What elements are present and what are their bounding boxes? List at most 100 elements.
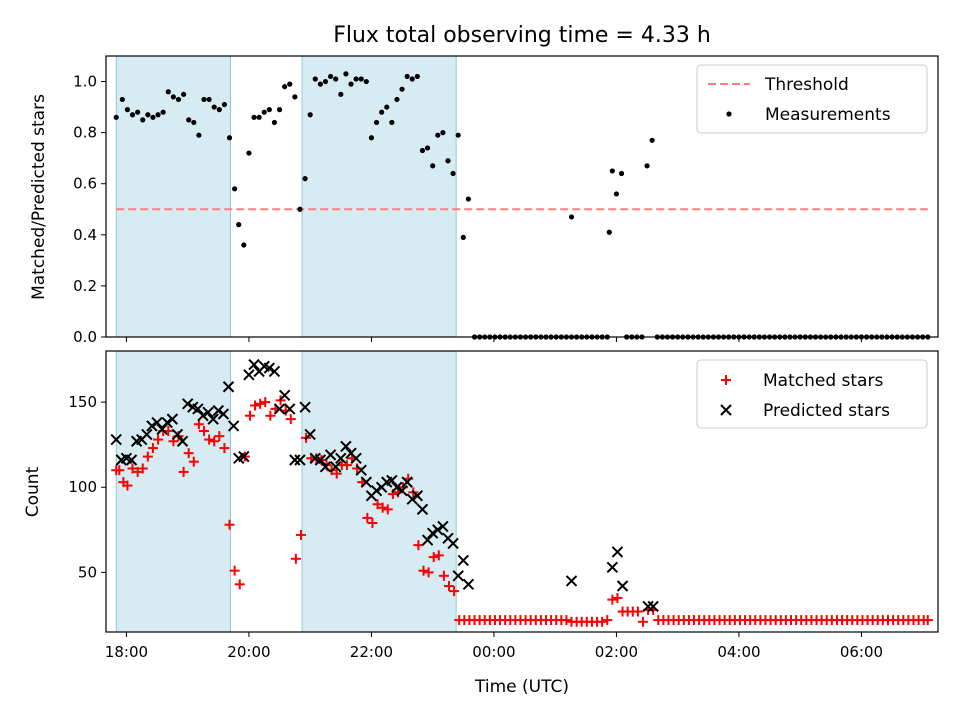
measurement-point	[119, 96, 125, 103]
matched-star-point	[114, 465, 125, 476]
predicted-star-point	[447, 537, 459, 550]
chart-title: Flux total observing time = 4.33 h	[333, 23, 711, 48]
top-y-axis-label: Matched/Predicted stars	[29, 94, 49, 300]
measurement-point	[160, 109, 166, 115]
measurement-point	[445, 158, 451, 164]
measurement-point	[618, 170, 625, 177]
legend-measurements-swatch	[726, 111, 732, 117]
predicted-star-point	[421, 534, 434, 546]
measurement-point	[414, 73, 420, 80]
predicted-star-point	[437, 520, 449, 533]
measurement-point	[232, 186, 238, 192]
measurement-point	[455, 132, 461, 138]
bottom-y-ticks: 50 100 150	[68, 393, 106, 581]
predicted-star-point	[406, 493, 418, 505]
predicted-star-point	[278, 389, 291, 401]
predicted-star-point	[391, 481, 403, 493]
predicted-star-point	[401, 476, 413, 488]
predicted-star-point	[314, 454, 327, 466]
matched-star-point	[285, 414, 296, 425]
matched-star-point	[428, 552, 439, 563]
matched-star-point	[214, 431, 225, 442]
measurement-point	[644, 163, 650, 169]
measurement-point	[327, 73, 334, 80]
matched-star-point	[219, 443, 230, 454]
matched-star-point	[418, 565, 429, 576]
measurement-point	[135, 109, 141, 115]
bottom-x-ticks: 18:00 20:00 22:00 00:00 02:00 04:00 06:00	[105, 632, 883, 661]
legend-threshold-label: Threshold	[764, 75, 849, 95]
top-y-tick-label: 0.0	[73, 328, 97, 346]
predicted-star-point	[284, 403, 296, 415]
predicted-star-point	[452, 570, 464, 582]
legend-matched-label: Matched stars	[763, 371, 883, 391]
predicted-stars-points	[110, 358, 659, 613]
predicted-star-point	[243, 369, 255, 381]
measurement-point	[175, 96, 182, 103]
top-shaded-intervals	[115, 55, 457, 338]
measurement-point	[384, 104, 390, 110]
measurement-point	[246, 150, 252, 156]
measurement-point	[256, 114, 262, 120]
predicted-star-point	[263, 362, 276, 374]
predicted-star-point	[146, 420, 158, 432]
measurement-point	[312, 76, 318, 82]
bottom-legend-box	[696, 359, 928, 429]
predicted-star-point	[432, 524, 444, 536]
matched-star-point	[153, 434, 164, 445]
matched-star-point	[602, 615, 613, 626]
measurement-point	[124, 107, 131, 113]
predicted-star-point	[426, 527, 439, 539]
measurement-point	[251, 114, 257, 120]
predicted-star-point	[462, 578, 475, 591]
predicted-star-point	[324, 449, 337, 461]
matched-star-point	[260, 397, 271, 408]
measurement-point	[113, 114, 119, 120]
legend-matched-swatch	[721, 375, 731, 385]
measurement-point	[649, 137, 655, 143]
legend-predicted-label: Predicted stars	[763, 401, 890, 421]
measurement-point	[460, 234, 466, 240]
predicted-star-point	[181, 398, 194, 410]
measurement-point	[206, 96, 212, 103]
predicted-star-point	[299, 401, 311, 413]
measurement-point	[216, 107, 222, 113]
bottom-y-tick-label: 100	[68, 478, 97, 496]
measurement-point	[389, 119, 395, 126]
top-y-ticks: 0.0 0.2 0.4 0.6 0.8 1.0	[73, 73, 106, 346]
predicted-star-point	[411, 490, 424, 502]
predicted-star-point	[202, 406, 214, 419]
matched-star-point	[183, 448, 194, 459]
matched-star-point	[423, 567, 434, 578]
top-legend-box	[696, 64, 928, 134]
measurement-point	[307, 112, 313, 118]
predicted-star-point	[616, 580, 629, 592]
predicted-star-point	[156, 423, 168, 436]
predicted-star-point	[222, 381, 235, 393]
matched-star-point	[637, 616, 648, 627]
predicted-star-point	[611, 546, 624, 558]
predicted-star-point	[227, 420, 240, 432]
predicted-star-point	[304, 428, 316, 441]
measurement-point	[338, 91, 344, 97]
matched-star-point	[178, 466, 189, 477]
x-tick-label: 04:00	[717, 643, 760, 661]
measurement-point	[606, 229, 612, 235]
measurement-point	[236, 222, 242, 228]
matched-star-point	[612, 592, 623, 603]
predicted-star-point	[335, 452, 347, 464]
matched-star-point	[433, 550, 444, 561]
measurement-point	[317, 81, 323, 87]
matched-star-point	[188, 456, 199, 467]
matched-star-point	[922, 615, 933, 626]
matched-star-point	[331, 468, 342, 479]
matched-star-point	[142, 451, 153, 462]
measurement-point	[292, 94, 298, 100]
predicted-star-point	[176, 435, 189, 447]
predicted-star-point	[647, 600, 659, 613]
matched-star-point	[265, 410, 276, 421]
measurement-point	[196, 132, 202, 138]
measurement-point	[343, 71, 349, 77]
shaded-interval-2	[301, 350, 457, 633]
predicted-star-point	[386, 474, 398, 487]
